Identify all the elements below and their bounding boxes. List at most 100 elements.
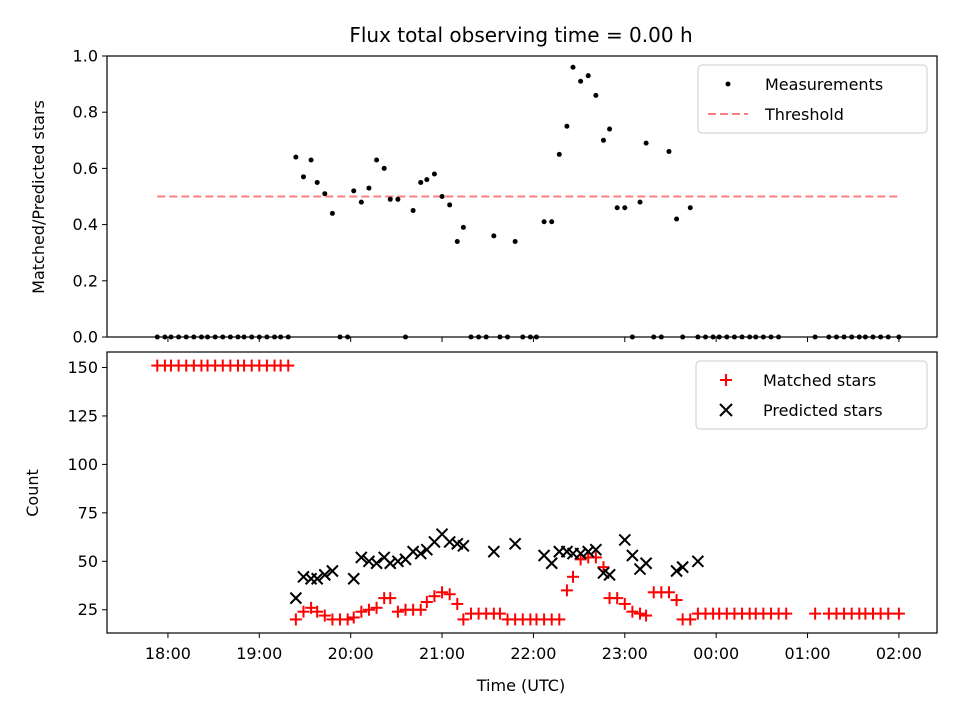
bottom-x-tick-label: 18:00 [145,644,191,663]
matched-star-point [553,613,566,626]
matched-star-point [391,605,404,618]
matched-star-point [567,570,580,583]
matched-star-point [451,597,464,610]
bottom-y-ticks: 25 50 75 100 125 150 [67,358,107,619]
predicted-star-point [574,547,587,560]
predicted-star-point [443,535,456,549]
predicted-star-point [391,555,405,568]
bottom-x-tick-label: 22:00 [510,644,556,663]
bottom-legend-box [695,360,928,430]
predicted-star-point [289,591,303,605]
predicted-star-point [414,547,427,560]
legend-matched-label: Matched stars [763,371,876,390]
bottom-y-tick-label: 150 [67,358,98,377]
bottom-x-tick-label: 00:00 [693,644,739,663]
measurement-point [322,191,328,197]
matched-star-point [457,613,470,626]
top-y-tick-label: 0.6 [73,159,98,178]
top-y-axis-label: Matched/Predicted stars [29,100,48,294]
matched-star-point [670,594,683,607]
predicted-star-point [582,545,595,558]
measurement-point [418,179,424,185]
matched-star-point [589,551,602,564]
matched-star-point [297,605,310,618]
predicted-star-point [626,549,639,562]
matched-star-point [443,588,456,601]
measurement-point [549,219,555,225]
matched-star-point [809,607,822,620]
predicted-star-point [362,555,376,568]
top-chart-title: Flux total observing time = 0.00 h [349,23,692,47]
bottom-x-tick-label: 01:00 [784,644,830,663]
matched-star-point [318,609,331,622]
top-y-tick-label: 0.0 [73,328,98,347]
measurement-point [585,73,591,79]
measurement-point [622,205,628,211]
bottom-x-tick-label: 23:00 [602,644,648,663]
predicted-star-point [318,568,332,582]
top-legend: Measurements Threshold [697,64,928,134]
measurement-point [460,224,466,230]
measurement-point [600,137,606,143]
top-y-tick-label: 0.4 [73,215,98,234]
bottom-legend: Matched stars Predicted stars [695,360,928,430]
legend-predicted-label: Predicted stars [763,401,883,420]
predicted-star-point [670,564,683,578]
predicted-star-point [355,551,368,564]
predicted-star-point [676,560,689,574]
measurement-point [593,92,599,98]
matched-stars-layer [151,359,905,626]
matched-star-point [428,590,441,603]
matched-star-point [355,605,368,618]
predicted-star-point [384,557,397,570]
matched-star-point [560,584,573,597]
predicted-star-point [347,572,360,585]
measurement-point [607,126,613,132]
bottom-x-tick-label: 21:00 [419,644,465,663]
measurement-point [374,157,380,163]
measurement-point [314,179,320,185]
legend-predicted-marker [719,403,733,417]
matched-star-point [684,613,697,626]
measurement-point [308,157,314,163]
matched-star-point [892,607,905,620]
bottom-y-tick-label: 75 [78,503,98,522]
measurements-layer [154,64,902,340]
matched-star-point [640,609,653,622]
bottom-x-tick-label: 02:00 [876,644,922,663]
measurement-point [541,219,547,225]
matched-star-point [780,607,793,620]
bottom-y-tick-label: 125 [67,406,98,425]
measurement-point [491,233,497,239]
matched-star-point [362,603,375,616]
bottom-y-axis-label: Count [23,469,42,517]
legend-matched-marker [720,374,732,386]
predicted-star-point [618,533,631,547]
top-y-tick-label: 0.2 [73,271,98,290]
matched-star-point [289,613,302,626]
predicted-star-point [487,545,501,558]
matched-star-point [574,553,587,566]
predicted-star-point [508,537,522,551]
matched-star-point [611,592,624,605]
legend-measurements-marker [725,81,731,87]
measurement-point [424,177,430,183]
bottom-x-axis-label: Time (UTC) [476,676,565,695]
measurement-point [556,151,562,157]
bottom-panel: 25 50 75 100 125 150 18:00 19:00 20:00 21:00 22:0… [23,351,938,695]
matched-star-point [662,586,675,599]
predicted-star-point [310,572,324,585]
top-y-tick-label: 0.8 [73,103,98,122]
measurement-point [614,205,620,211]
measurement-point [454,238,460,244]
predicted-star-point [326,564,339,578]
matched-star-point [493,607,506,620]
predicted-star-point [457,539,470,553]
measurement-point [643,140,649,146]
top-plot-frame [106,55,938,338]
top-panel: 0.0 0.2 0.4 0.6 0.8 1.0 Matched/Predicted sta… [29,47,938,347]
matched-star-point [414,603,427,616]
matched-star-point [311,605,324,618]
predicted-stars-layer [289,527,705,605]
matched-star-point [282,359,295,372]
